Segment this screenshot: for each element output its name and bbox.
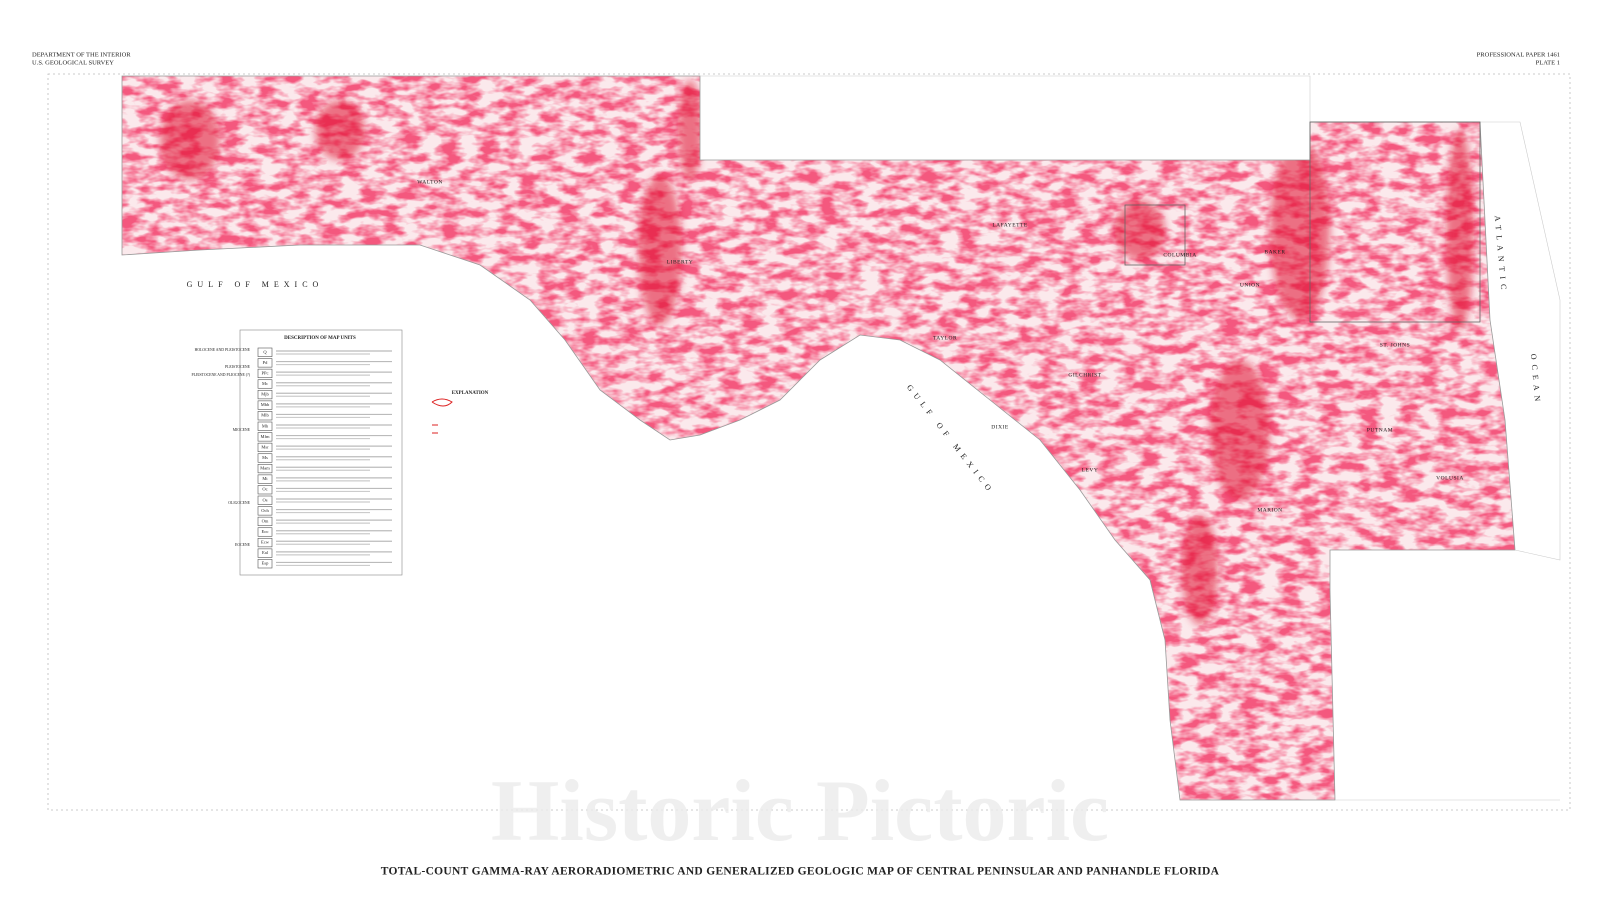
unit-code: Mbb xyxy=(261,402,270,407)
high-intensity-zones xyxy=(160,80,1474,625)
unit-code: Eal xyxy=(262,550,269,555)
unit-box xyxy=(257,495,273,505)
unit-code: Mt xyxy=(262,476,268,481)
unit-box xyxy=(257,400,273,410)
unit-code: Mfm xyxy=(261,434,270,439)
unit-code: Pd xyxy=(263,360,269,365)
unit-box xyxy=(257,463,273,474)
unit-code: Mjb xyxy=(261,392,269,397)
county-label: UNION xyxy=(1240,282,1260,288)
unit-box xyxy=(257,453,273,463)
unit-code: Mlb xyxy=(261,413,269,418)
explanation-title: EXPLANATION xyxy=(452,391,489,396)
unit-box xyxy=(257,432,273,442)
map-title: TOTAL-COUNT GAMMA-RAY AERORADIOMETRIC AN… xyxy=(381,866,1220,878)
county-label: PUTNAM xyxy=(1367,427,1393,433)
unit-box xyxy=(257,347,273,357)
age-label: MIOCENE xyxy=(233,428,251,432)
unit-code: Och xyxy=(261,508,269,513)
unit-box xyxy=(257,358,273,368)
unit-box xyxy=(257,368,273,379)
unit-code: Ms xyxy=(262,455,268,460)
age-label: OLIGOCENE xyxy=(228,501,250,505)
explanation: EXPLANATION xyxy=(431,391,489,434)
unit-box xyxy=(257,411,273,421)
legend-items: Q Pd PPc Mc Mjb Mbb Mlb Mh Mfm Msr Ms Mam Mt Oc Os Och O… xyxy=(192,347,392,569)
unit-box xyxy=(257,485,273,495)
county-label: LIBERTY xyxy=(667,259,693,265)
water-label: ATLANTIC xyxy=(1493,215,1509,295)
county-label: TAYLOR xyxy=(933,335,957,341)
unit-box xyxy=(257,421,273,431)
unit-box xyxy=(257,506,273,516)
unit-box xyxy=(257,516,273,527)
unit-code: Mh xyxy=(262,423,269,428)
unit-code: Esp xyxy=(262,561,270,566)
county-label: LEVY xyxy=(1082,467,1099,473)
coastline xyxy=(121,75,1516,801)
unit-code: Q xyxy=(263,349,267,354)
header-left: U.S. GEOLOGICAL SURVEY xyxy=(32,59,114,66)
unit-box xyxy=(257,537,273,548)
county-label: DIXIE xyxy=(991,424,1009,430)
neatline xyxy=(47,73,1571,811)
header-left: DEPARTMENT OF THE INTERIOR xyxy=(32,51,131,58)
age-label: PLEISTOCENE AND PLIOCENE (?) xyxy=(192,373,251,377)
county-label: MARION xyxy=(1257,507,1282,513)
unit-code: Os xyxy=(262,497,267,502)
county-label: ST. JOHNS xyxy=(1380,342,1410,348)
outside-contours xyxy=(700,75,1561,801)
unit-code: Oc xyxy=(262,487,267,492)
unit-box xyxy=(257,379,273,389)
county-label: WALTON xyxy=(417,179,443,185)
inset-box xyxy=(1309,121,1481,323)
water-label: GULF OF MEXICO xyxy=(187,280,324,289)
unit-box xyxy=(257,442,273,453)
unit-box xyxy=(257,527,273,537)
inset-box xyxy=(1124,204,1186,266)
county-label: VOLUSIA xyxy=(1436,475,1464,481)
unit-code: Mam xyxy=(260,466,270,471)
county-labels: WALTON LIBERTY TAYLOR LAFAYETTE DIXIE GILCHRI… xyxy=(417,179,1464,513)
county-label: COLUMBIA xyxy=(1163,252,1196,258)
unit-box xyxy=(257,389,273,400)
header-right: PROFESSIONAL PAPER 1461 xyxy=(1477,51,1560,58)
legend-title: DESCRIPTION OF MAP UNITS xyxy=(284,336,356,341)
unit-code: PPc xyxy=(261,370,268,375)
unit-code: Eoc xyxy=(262,529,269,534)
county-label: GILCHRIST xyxy=(1068,372,1101,378)
unit-box xyxy=(257,548,273,558)
unit-code: Ecw xyxy=(261,540,270,545)
unit-code: Msr xyxy=(261,444,269,449)
county-label: BAKER xyxy=(1264,249,1285,255)
watermark: Historic Pictoric xyxy=(491,763,1109,860)
age-label: PLEISTOCENE xyxy=(225,365,251,369)
unit-box xyxy=(257,474,273,484)
unit-code: Om xyxy=(262,518,269,523)
age-label: HOLOCENE AND PLEISTOCENE xyxy=(195,348,251,352)
unit-code: Mc xyxy=(262,381,268,386)
county-label: LAFAYETTE xyxy=(992,222,1028,228)
unit-box xyxy=(257,559,273,569)
water-label: GULF OF MEXICO xyxy=(905,383,996,496)
water-label: OCEAN xyxy=(1529,353,1543,406)
header-right: PLATE 1 xyxy=(1536,59,1560,66)
age-label: EOCENE xyxy=(235,543,251,547)
explanation-symbols xyxy=(431,398,453,434)
